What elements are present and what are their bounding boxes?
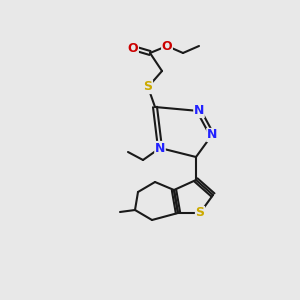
Text: O: O xyxy=(128,41,138,55)
Text: S: S xyxy=(143,80,152,94)
Text: N: N xyxy=(155,142,165,154)
Text: O: O xyxy=(162,40,172,52)
Text: S: S xyxy=(196,206,205,220)
Text: N: N xyxy=(194,104,204,118)
Text: N: N xyxy=(207,128,217,142)
